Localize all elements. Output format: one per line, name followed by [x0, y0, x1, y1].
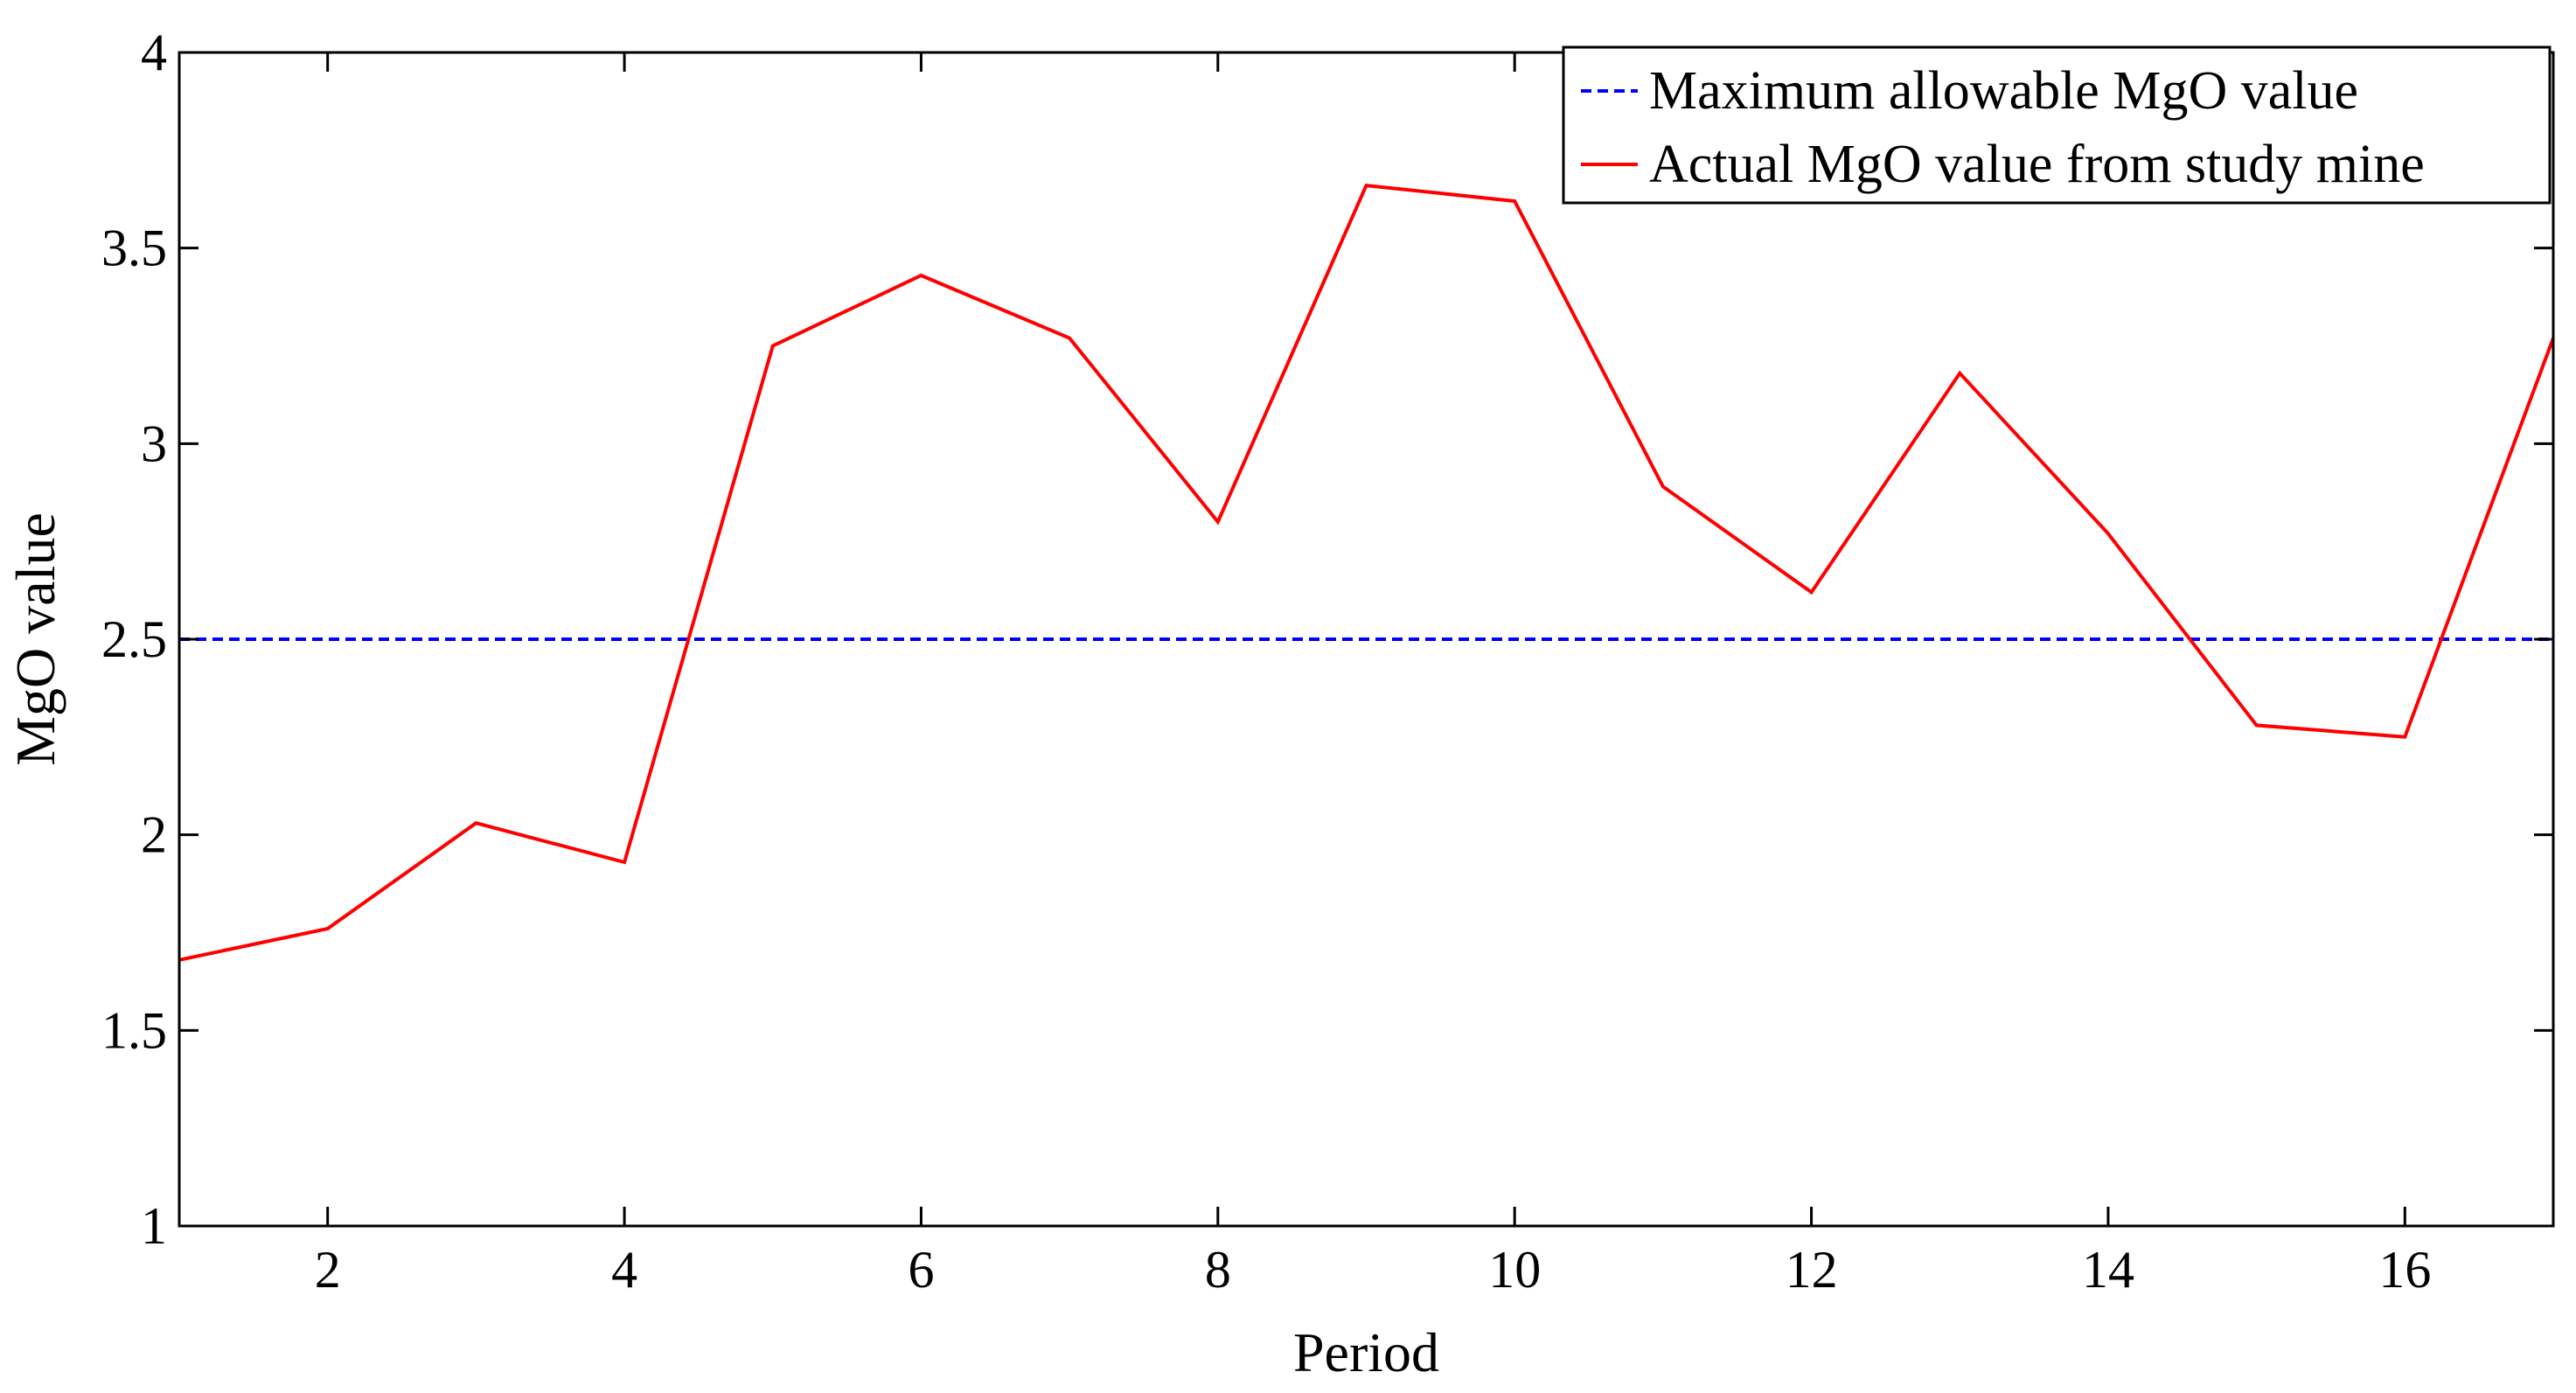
series-layer	[179, 183, 2553, 962]
y-tick-label: 2.5	[101, 610, 167, 668]
x-tick-label: 16	[2378, 1241, 2431, 1299]
ticks-layer: 2 4 6 8 10 12 14 16 1 1.5 2 2.5 3 3.5 4	[101, 24, 2553, 1299]
legend-label-0: Maximum allowable MgO value	[1649, 61, 2358, 121]
x-tick-label: 8	[1205, 1241, 1231, 1299]
x-tick-label: 2	[315, 1241, 341, 1299]
x-tick-label: 4	[611, 1241, 637, 1299]
y-tick-label: 1.5	[101, 1001, 167, 1059]
x-axis-label: Period	[1293, 1321, 1439, 1383]
y-tick-label: 1	[141, 1197, 167, 1255]
x-tick-label: 6	[908, 1241, 934, 1299]
y-tick-label: 3	[141, 414, 167, 472]
y-tick-label: 2	[141, 806, 167, 864]
x-tick-label: 10	[1488, 1241, 1541, 1299]
legend: Maximum allowable MgO value Actual MgO va…	[1562, 45, 2552, 205]
x-tick-label: 12	[1786, 1241, 1838, 1299]
y-tick-label: 3.5	[101, 219, 167, 277]
y-axis-label: MgO value	[4, 512, 66, 766]
legend-box	[1562, 45, 2552, 205]
legend-label-1: Actual MgO value from study mine	[1649, 135, 2425, 194]
plot-frame	[178, 51, 2555, 1228]
y-tick-label: 4	[141, 24, 167, 81]
series-line-1	[179, 183, 2553, 962]
x-tick-label: 14	[2082, 1241, 2134, 1299]
